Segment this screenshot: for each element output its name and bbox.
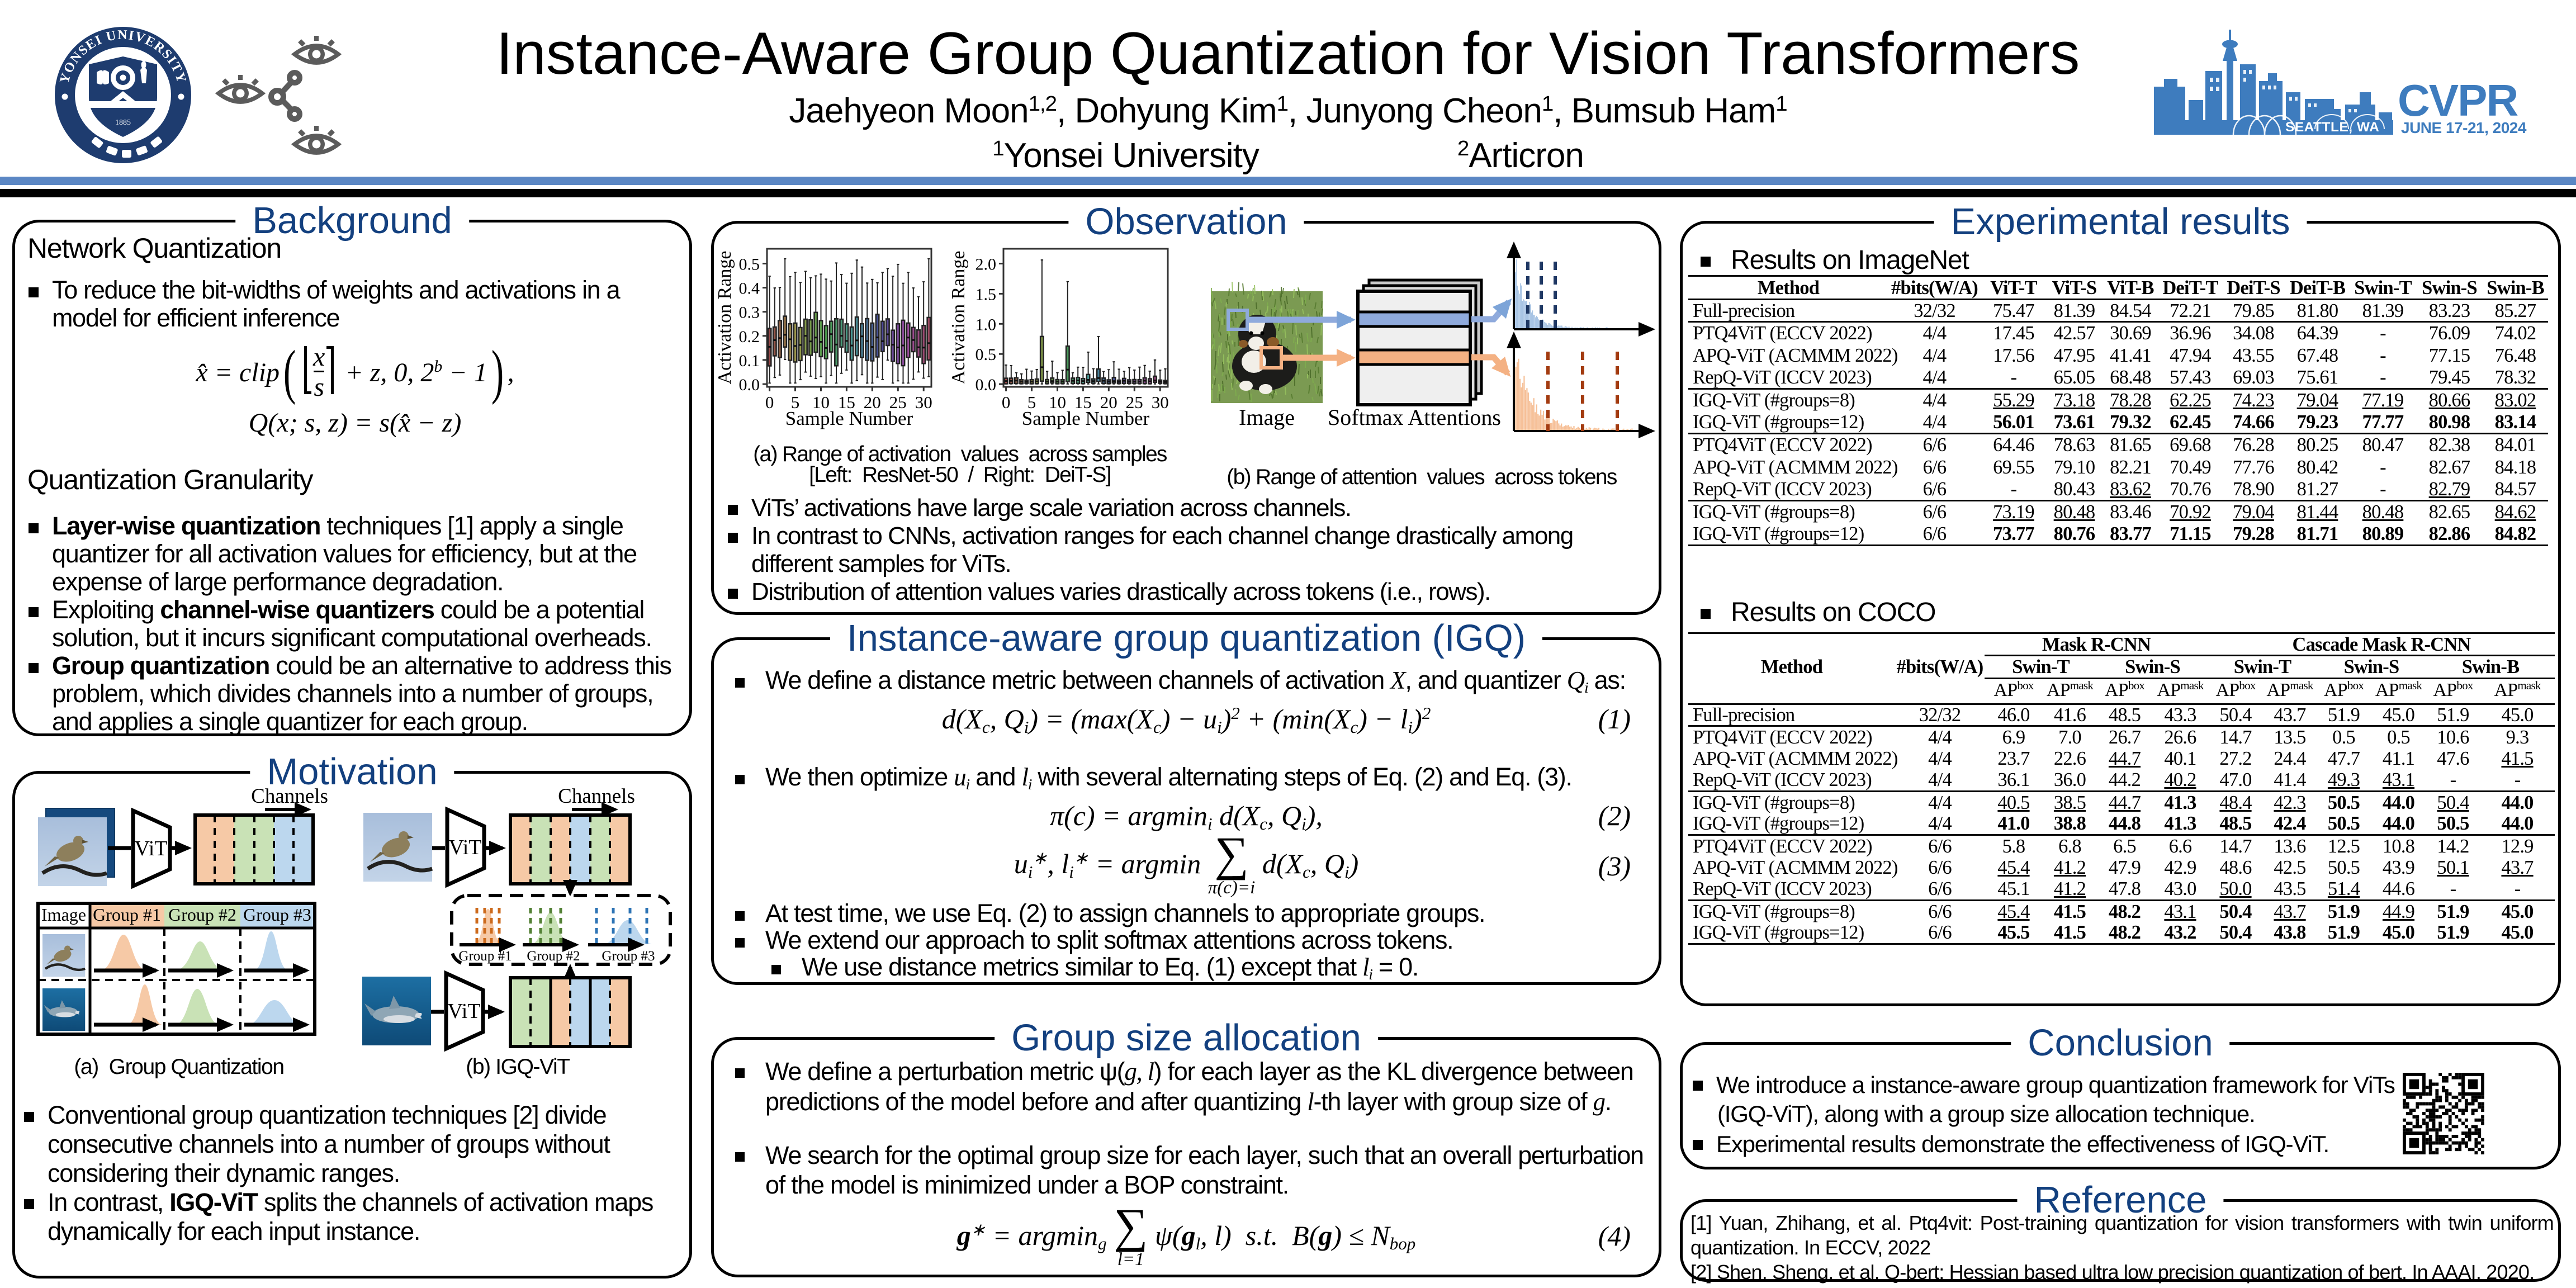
svg-text:0.1: 0.1 (739, 352, 760, 370)
svg-text:1885: 1885 (115, 119, 131, 127)
svg-text:Image: Image (41, 905, 86, 925)
svg-text:0: 0 (765, 392, 774, 412)
svg-text:5: 5 (1027, 392, 1036, 412)
svg-text:2.0: 2.0 (976, 255, 997, 274)
svg-text:15: 15 (838, 392, 855, 412)
svg-text:Activation Range: Activation Range (714, 251, 735, 385)
svg-text:0.3: 0.3 (739, 304, 760, 322)
svg-text:0.5: 0.5 (976, 345, 997, 364)
svg-text:Channels: Channels (251, 785, 328, 808)
svg-text:0.4: 0.4 (739, 280, 760, 298)
svg-text:20: 20 (864, 392, 881, 412)
svg-text:1.5: 1.5 (976, 285, 997, 304)
svg-text:0.5: 0.5 (739, 255, 760, 274)
svg-text:30: 30 (915, 392, 932, 412)
svg-text:0.2: 0.2 (739, 328, 760, 346)
svg-text:Sample Number: Sample Number (1022, 408, 1150, 429)
svg-text:0.0: 0.0 (739, 376, 760, 394)
svg-text:10: 10 (812, 392, 830, 412)
svg-text:Image: Image (1239, 405, 1295, 430)
svg-text:0.0: 0.0 (976, 376, 997, 394)
svg-text:Softmax Attentions: Softmax Attentions (1328, 405, 1501, 430)
svg-text:Group #2: Group #2 (527, 949, 580, 964)
svg-text:5: 5 (791, 392, 800, 412)
svg-text:30: 30 (1152, 392, 1169, 412)
svg-text:25: 25 (1126, 392, 1143, 412)
svg-text:JUNE 17-21, 2024: JUNE 17-21, 2024 (2401, 119, 2527, 136)
svg-text:1.0: 1.0 (976, 315, 997, 334)
svg-text:25: 25 (889, 392, 907, 412)
svg-text:Sample Number: Sample Number (785, 408, 913, 429)
svg-text:Group #1: Group #1 (93, 905, 161, 925)
svg-text:Channels: Channels (558, 785, 635, 808)
svg-text:0: 0 (1002, 392, 1011, 412)
svg-text:Activation Range: Activation Range (948, 251, 969, 385)
svg-text:CVPR: CVPR (2398, 75, 2518, 125)
svg-text:20: 20 (1100, 392, 1117, 412)
svg-text:Group #1: Group #1 (458, 949, 512, 964)
svg-text:15: 15 (1074, 392, 1092, 412)
svg-text:SEATTLE, WA: SEATTLE, WA (2285, 120, 2379, 135)
svg-text:Group #3: Group #3 (243, 905, 311, 925)
svg-text:Group #3: Group #3 (602, 949, 655, 964)
svg-text:10: 10 (1049, 392, 1066, 412)
svg-text:Group #2: Group #2 (168, 905, 236, 925)
